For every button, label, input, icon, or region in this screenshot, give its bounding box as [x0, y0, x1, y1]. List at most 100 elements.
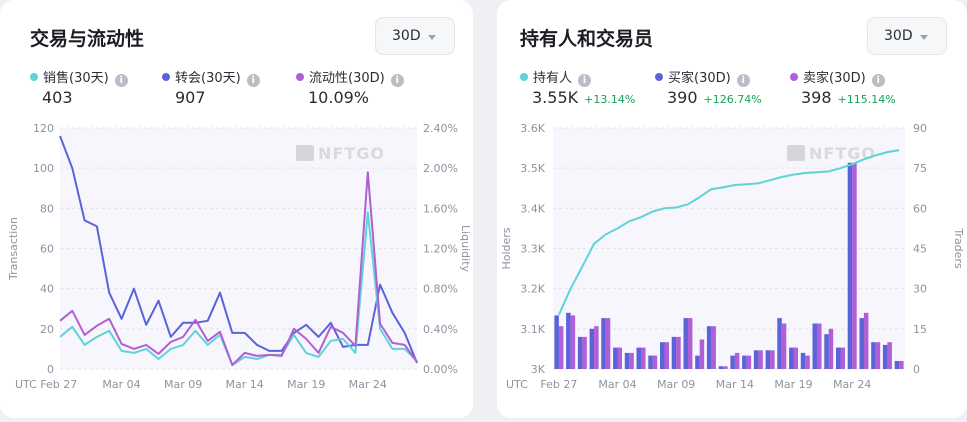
y-tick-label: 3.4K: [520, 202, 545, 215]
buyers-bar: [577, 336, 583, 369]
holders-change: +13.14%: [584, 93, 636, 106]
sellers-bar: [746, 355, 752, 369]
buyers-bar: [777, 318, 782, 369]
sellers-bar: [863, 312, 869, 369]
buyers-bar: [706, 326, 712, 369]
buyers-value: 390 +126.74%: [667, 88, 762, 107]
legend-label: 持有人: [533, 71, 573, 86]
buyers-bar: [800, 352, 806, 369]
chevron-down-icon: [428, 35, 436, 40]
y2-tick-label: 2.40%: [423, 122, 458, 135]
range-select[interactable]: 30D: [867, 17, 947, 55]
x-tick-label: Feb 27: [540, 378, 577, 391]
x-tick-label: UTC Feb 27: [15, 378, 77, 391]
x-tick-label: UTC: [506, 378, 528, 391]
x-tick-label: Mar 04: [598, 378, 636, 391]
y-tick-label: 3.1K: [520, 323, 545, 336]
x-tick-label: Mar 19: [287, 378, 325, 391]
buyers-bar: [671, 336, 677, 369]
y2-tick-label: 90: [913, 122, 927, 135]
transfers-dot: [162, 73, 170, 81]
trading-liquidity-card: 交易与流动性 30D 销售(30天) i 转会(30天) i 流动性(30D) i 4…: [0, 0, 473, 418]
info-icon[interactable]: i: [736, 74, 750, 87]
y-tick-label: 3.6K: [520, 122, 545, 135]
y-tick-label: 80: [40, 202, 54, 215]
sellers-bar: [652, 355, 658, 369]
sellers-bar: [687, 318, 693, 369]
watermark: NFTGO: [318, 144, 385, 163]
x-tick-label: Mar 14: [716, 378, 754, 391]
y-axis-title: Transaction: [7, 217, 20, 281]
x-tick-label: Mar 14: [226, 378, 264, 391]
sellers-bar: [570, 315, 576, 369]
x-tick-label: Mar 24: [349, 378, 387, 391]
sellers-bar: [875, 342, 881, 369]
y2-tick-label: 0: [913, 363, 920, 376]
buyers-bar: [871, 342, 876, 369]
buyers-bar: [613, 347, 618, 369]
y2-tick-label: 45: [913, 243, 927, 256]
y2-tick-label: 15: [913, 323, 927, 336]
liquidity-line: [59, 171, 418, 366]
transaction-liquidity-chart[interactable]: 0 0.00% 20 0.40% 40 0.80% 60 1.20% 80 1.60% 100 2.0…: [0, 0, 473, 418]
info-icon[interactable]: i: [871, 74, 885, 87]
y2-tick-label: 2.00%: [423, 162, 458, 175]
y2-axis-title: Traders: [952, 227, 965, 269]
y2-tick-label: 75: [913, 162, 927, 175]
y-tick-label: 120: [33, 122, 54, 135]
transfers-value: 907: [175, 88, 206, 107]
y2-tick-label: 0.40%: [423, 323, 458, 336]
sellers-bar: [594, 326, 599, 369]
buyers-bar: [894, 361, 900, 369]
buyers-bar: [601, 318, 606, 369]
sellers-bar: [899, 361, 904, 369]
info-icon[interactable]: i: [246, 74, 260, 87]
buyers-bar: [624, 352, 630, 369]
y-tick-label: 0: [47, 363, 54, 376]
buyers-bar: [742, 355, 747, 369]
sellers-bar: [605, 318, 611, 369]
y2-tick-label: 0.00%: [423, 363, 458, 376]
y2-tick-label: 1.60%: [423, 202, 458, 215]
legend-label: 卖家(30D): [803, 71, 866, 86]
legend-sellers[interactable]: 卖家(30D) i: [790, 67, 885, 87]
watermark: NFTGO: [809, 144, 876, 163]
watermark-logo-icon: [296, 145, 314, 161]
sellers-bar: [887, 342, 892, 369]
range-select[interactable]: 30D: [375, 17, 455, 55]
buyers-bar: [683, 318, 688, 369]
y-tick-label: 20: [40, 323, 54, 336]
buyers-bar: [636, 347, 641, 369]
sellers-bar: [793, 347, 798, 369]
holders-dot: [520, 73, 528, 81]
legend-sales[interactable]: 销售(30天) i: [30, 67, 128, 87]
legend-buyers[interactable]: 买家(30D) i: [655, 67, 750, 87]
legend-liquidity[interactable]: 流动性(30D) i: [296, 67, 404, 87]
watermark-logo-icon: [787, 145, 805, 161]
y-tick-label: 60: [40, 243, 54, 256]
sellers-bar: [723, 366, 728, 369]
sellers-bar: [558, 326, 564, 369]
sales-value: 403: [42, 88, 73, 107]
buyers-bar: [695, 355, 700, 369]
info-icon[interactable]: i: [578, 74, 592, 87]
legend-transfers[interactable]: 转会(30天) i: [162, 67, 260, 87]
y-axis-title: Holders: [500, 227, 513, 269]
buyers-change: +126.74%: [703, 93, 762, 106]
holders-traders-chart[interactable]: 3K 0 3.1K 15 3.2K 30 3.3K 45 3.4K 60 3.5K 75 3.6K 90 U…: [497, 0, 967, 418]
sellers-bar: [734, 352, 740, 369]
sellers-bar: [817, 323, 822, 369]
legend-label: 买家(30D): [668, 71, 731, 86]
info-icon[interactable]: i: [390, 74, 404, 87]
sellers-bar: [852, 162, 857, 369]
buyers-bar: [589, 328, 595, 369]
holders-value: 3.55K +13.14%: [532, 88, 636, 107]
legend-holders[interactable]: 持有人 i: [520, 67, 592, 87]
y-tick-label: 100: [33, 162, 54, 175]
chevron-down-icon: [920, 35, 928, 40]
sellers-bar: [840, 347, 845, 369]
sellers-bar: [699, 339, 705, 369]
sellers-bar: [781, 323, 787, 369]
legend-label: 流动性(30D): [309, 71, 385, 86]
info-icon[interactable]: i: [114, 74, 128, 87]
